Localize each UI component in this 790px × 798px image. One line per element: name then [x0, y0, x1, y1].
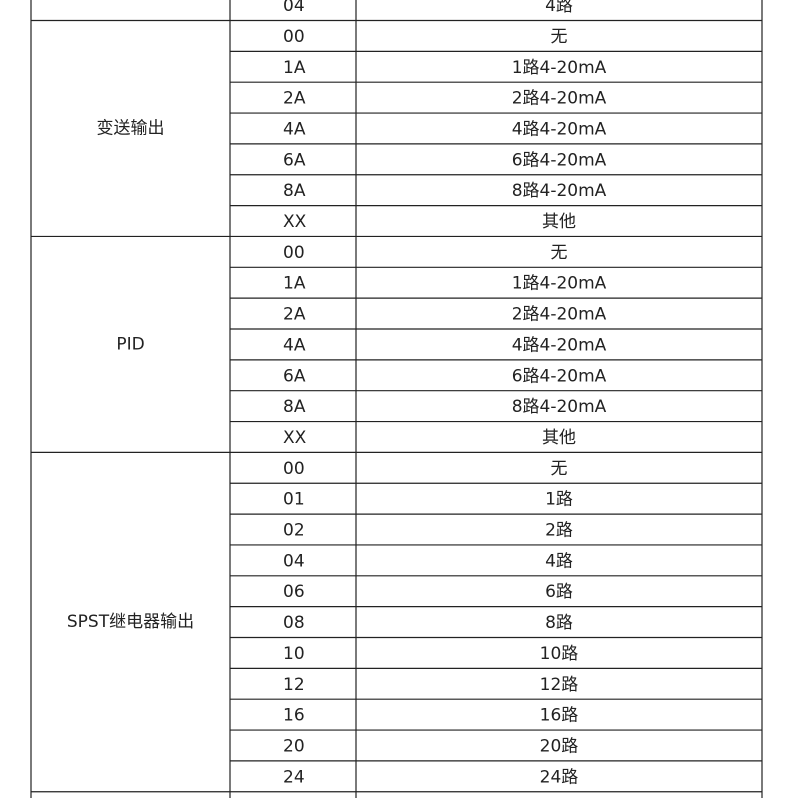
desc-cell: 6路4-20mA	[512, 150, 607, 170]
group-label: 变送输出	[97, 118, 165, 138]
desc-cell: 其他	[542, 428, 576, 448]
code-cell: 10	[283, 644, 305, 664]
desc-cell: 1路4-20mA	[512, 274, 607, 294]
group-label: SPST继电器输出	[67, 612, 194, 632]
code-cell: 20	[283, 736, 305, 756]
desc-cell: 4路	[545, 0, 573, 16]
desc-cell: 8路4-20mA	[512, 397, 607, 417]
code-cell: 1A	[283, 58, 306, 78]
code-cell: 02	[283, 521, 305, 541]
desc-cell: 1路	[545, 490, 573, 510]
desc-cell: 无	[551, 27, 568, 47]
desc-cell: 10路	[540, 644, 579, 664]
desc-cell: 2路4-20mA	[512, 89, 607, 109]
desc-cell: 4路4-20mA	[512, 119, 607, 139]
desc-cell: 12路	[540, 675, 579, 695]
desc-cell: 6路	[545, 582, 573, 602]
code-cell: 4A	[283, 335, 306, 355]
code-cell: 24	[283, 767, 305, 787]
code-cell: 06	[283, 582, 305, 602]
code-cell: 2A	[283, 305, 306, 325]
desc-cell: 无	[551, 459, 568, 479]
code-cell: 01	[283, 490, 305, 510]
code-cell: 6A	[283, 366, 306, 386]
code-cell: XX	[283, 428, 307, 448]
code-cell: 04	[283, 0, 305, 16]
code-cell: 00	[283, 27, 305, 47]
code-cell: XX	[283, 212, 307, 232]
desc-cell: 16路	[540, 706, 579, 726]
desc-cell: 4路4-20mA	[512, 335, 607, 355]
desc-cell: 无	[551, 243, 568, 263]
desc-cell: 8路4-20mA	[512, 181, 607, 201]
code-cell: 6A	[283, 150, 306, 170]
desc-cell: 1路4-20mA	[512, 58, 607, 78]
desc-cell: 24路	[540, 767, 579, 787]
code-cell: 00	[283, 243, 305, 263]
group-label: PID	[116, 334, 144, 354]
code-cell: 1A	[283, 274, 306, 294]
desc-cell: 6路4-20mA	[512, 366, 607, 386]
code-cell: 8A	[283, 181, 306, 201]
code-cell: 4A	[283, 119, 306, 139]
desc-cell: 20路	[540, 736, 579, 756]
code-cell: 04	[283, 551, 305, 571]
code-cell: 2A	[283, 89, 306, 109]
code-cell: 00	[283, 459, 305, 479]
desc-cell: 4路	[545, 551, 573, 571]
desc-cell: 2路4-20mA	[512, 305, 607, 325]
desc-cell: 8路	[545, 613, 573, 633]
desc-cell: 其他	[542, 212, 576, 232]
desc-cell: 2路	[545, 521, 573, 541]
code-cell: 16	[283, 706, 305, 726]
code-cell: 8A	[283, 397, 306, 417]
code-cell: 08	[283, 613, 305, 633]
code-cell: 12	[283, 675, 305, 695]
